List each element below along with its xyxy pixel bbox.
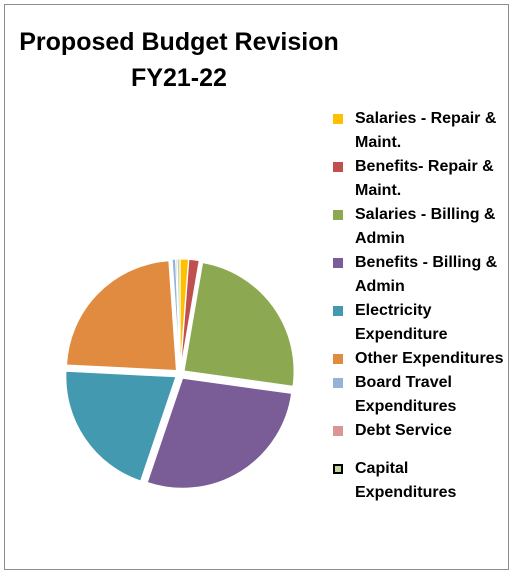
legend-item-benefits-repair: Benefits- Repair & Maint. <box>333 155 511 203</box>
legend-swatch <box>333 162 343 172</box>
legend-item-other: Other Expenditures <box>333 347 511 371</box>
legend-label: Other Expenditures <box>355 350 504 367</box>
chart-title: Proposed Budget Revision FY21-22 <box>18 24 340 96</box>
pie-slice-benefits-billing <box>146 377 293 489</box>
legend-swatch <box>333 114 343 124</box>
legend-label: Board Travel Expenditures <box>355 374 457 415</box>
legend-item-debt-service: Debt Service <box>333 419 511 443</box>
legend-label: Benefits - Billing & Admin <box>355 254 498 295</box>
legend-label: Debt Service <box>355 422 452 439</box>
chart-title-line-1: Proposed Budget Revision <box>19 28 339 56</box>
legend-label: Salaries - Repair & Maint. <box>355 110 497 151</box>
legend: Salaries - Repair & Maint. Benefits- Rep… <box>333 107 511 505</box>
legend-spacer <box>333 443 511 457</box>
pie-slice-benefits-repair <box>180 258 200 370</box>
legend-label: Capital Expenditures <box>355 460 457 501</box>
legend-label: Benefits- Repair & Maint. <box>355 158 494 199</box>
legend-item-salaries-billing: Salaries - Billing & Admin <box>333 203 511 251</box>
legend-swatch <box>333 258 343 268</box>
pie-slice-capital <box>176 258 181 370</box>
legend-item-benefits-billing: Benefits - Billing & Admin <box>333 251 511 299</box>
legend-swatch <box>333 464 343 474</box>
legend-item-capital: Capital Expenditures <box>333 457 511 505</box>
pie-slice-other <box>66 260 177 372</box>
chart-title-line-2: FY21-22 <box>131 64 227 92</box>
legend-item-salaries-repair: Salaries - Repair & Maint. <box>333 107 511 155</box>
pie-slice-salaries-billing <box>183 262 295 387</box>
pie-slice-electricity <box>65 370 177 482</box>
legend-swatch <box>333 378 343 388</box>
legend-label: Salaries - Billing & Admin <box>355 206 496 247</box>
legend-swatch <box>333 354 343 364</box>
legend-swatch <box>333 306 343 316</box>
legend-item-electricity: Electricity Expenditure <box>333 299 511 347</box>
legend-swatch <box>333 210 343 220</box>
legend-label: Electricity Expenditure <box>355 302 448 343</box>
legend-item-board-travel: Board Travel Expenditures <box>333 371 511 419</box>
chart-frame <box>4 4 509 570</box>
legend-swatch <box>333 426 343 436</box>
